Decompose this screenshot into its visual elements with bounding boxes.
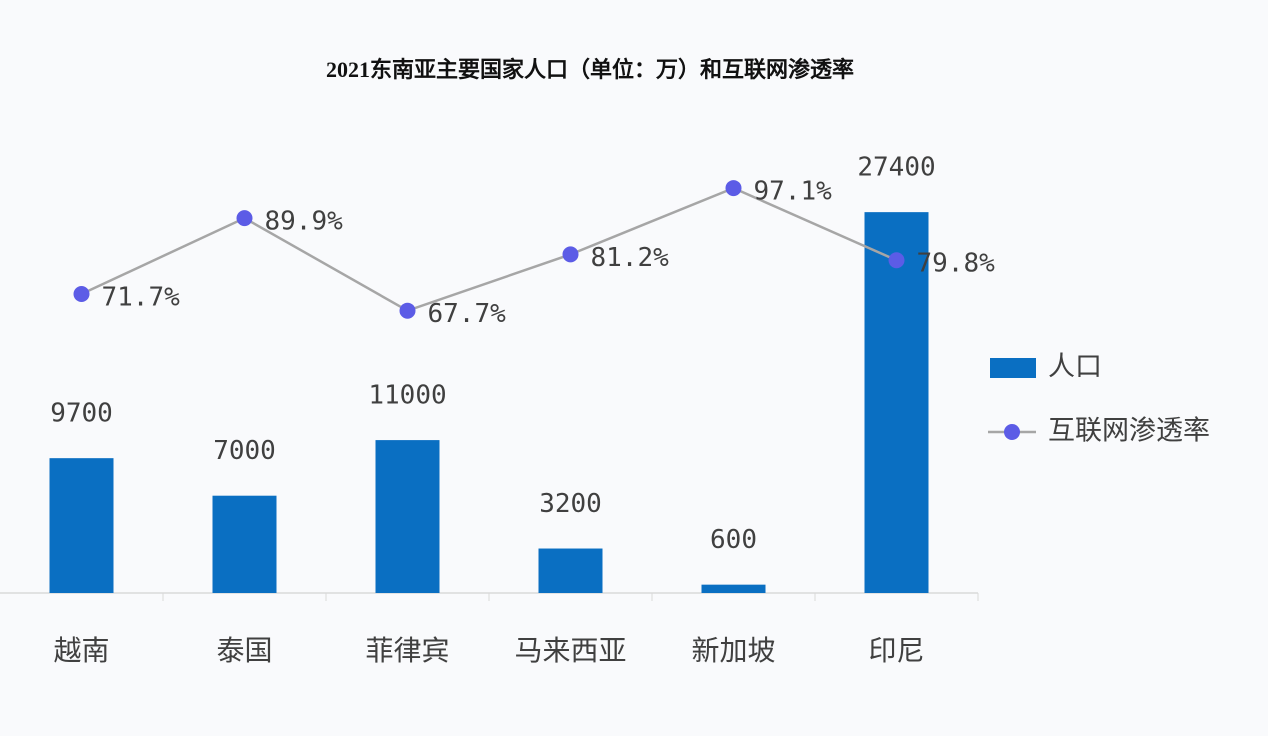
bar xyxy=(701,584,766,593)
x-tick-label: 马来西亚 xyxy=(514,634,626,667)
line-marker xyxy=(888,252,905,269)
bar-value-label: 7000 xyxy=(213,436,276,466)
bar xyxy=(864,212,929,593)
line xyxy=(80,186,898,313)
x-tick-label: 新加坡 xyxy=(691,634,775,667)
legend-marker xyxy=(1004,424,1020,440)
chart-title: 2021东南亚主要国家人口（单位：万）和互联网渗透率 xyxy=(326,57,854,82)
x-tick-label: 印尼 xyxy=(868,634,924,667)
line-value-label: 89.9% xyxy=(265,207,344,237)
line-marker xyxy=(399,302,416,319)
line-marker xyxy=(236,210,253,227)
line-marker xyxy=(73,286,90,303)
line-value-label: 71.7% xyxy=(102,283,181,313)
bar-value-label: 9700 xyxy=(50,399,113,429)
line-marker xyxy=(725,180,742,197)
bar-value-label: 600 xyxy=(710,525,757,555)
bar xyxy=(375,440,440,593)
bar-value-label: 3200 xyxy=(539,489,602,519)
bar xyxy=(538,548,603,593)
bar-value-label: 11000 xyxy=(368,381,446,411)
bar-value-label: 27400 xyxy=(857,153,935,183)
legend-swatch xyxy=(990,358,1036,378)
bar xyxy=(212,495,277,593)
line-marker xyxy=(562,246,579,263)
legend-label: 人口 xyxy=(1048,352,1102,383)
bar xyxy=(49,458,114,593)
line-value-label: 81.2% xyxy=(591,243,670,273)
line-value-label: 97.1% xyxy=(754,177,833,207)
line-value-label: 67.7% xyxy=(428,299,507,329)
line-value-label: 79.8% xyxy=(917,249,996,279)
legend-label: 互联网渗透率 xyxy=(1048,416,1210,447)
x-tick-label: 菲律宾 xyxy=(365,634,449,667)
x-tick-label: 泰国 xyxy=(216,634,272,667)
x-tick-label: 越南 xyxy=(53,634,109,667)
